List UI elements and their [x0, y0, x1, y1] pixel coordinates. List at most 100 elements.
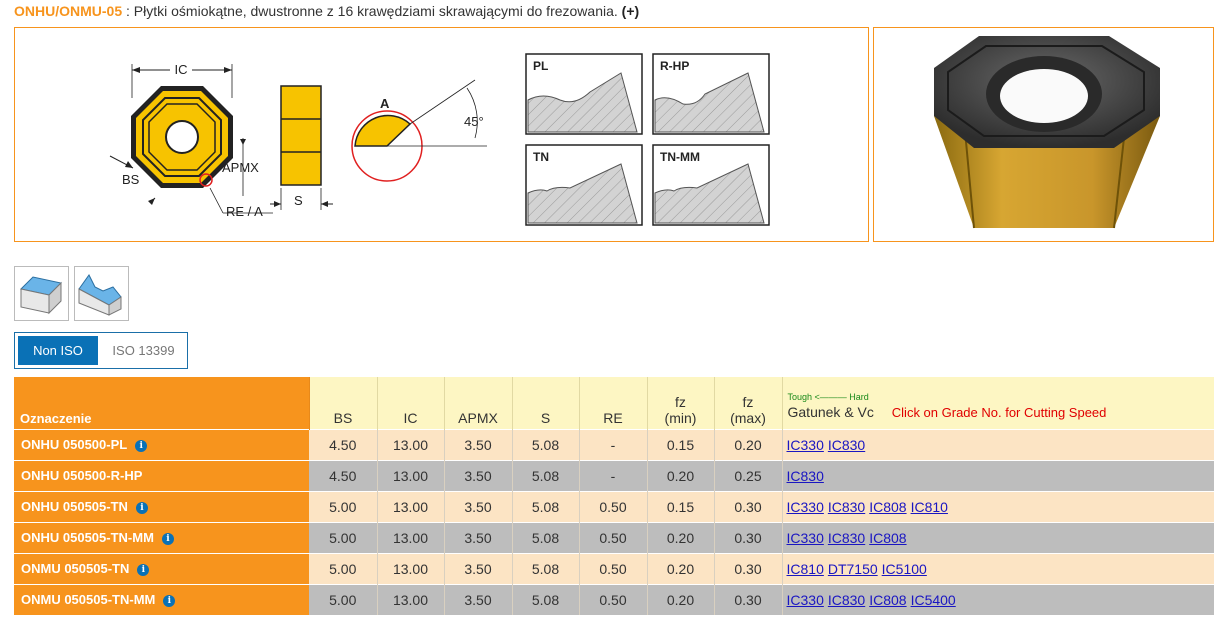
col-header-name: Oznaczenie — [14, 377, 310, 429]
col-header-ic: IC — [377, 377, 445, 429]
grade-link[interactable]: IC830 — [827, 498, 866, 515]
info-icon[interactable]: i — [135, 440, 148, 452]
grade-link[interactable]: IC330 — [786, 498, 824, 515]
grade-link[interactable]: IC830 — [827, 529, 866, 546]
tab-non-iso[interactable]: Non ISO — [18, 336, 98, 365]
cell-ic: 13.00 — [377, 459, 445, 491]
cell-fzmin: 0.15 — [647, 428, 715, 460]
grade-link[interactable]: IC808 — [869, 591, 907, 608]
grade-vc-label: Gatunek & Vc — [787, 404, 874, 420]
grade-links-cell: IC330 IC830 — [782, 428, 1214, 460]
cell-fzmin: 0.15 — [647, 490, 715, 522]
grade-link[interactable]: IC808 — [869, 498, 907, 515]
title-separator: : — [122, 3, 134, 19]
col-header-re: RE — [579, 377, 648, 429]
grade-link[interactable]: IC830 — [827, 436, 866, 453]
bs-label: BS — [122, 172, 140, 187]
col-header-grade: Tough <——— Hard Gatunek & Vc Click on Gr… — [782, 377, 1214, 429]
cell-fzmax: 0.30 — [714, 552, 783, 584]
insert-table: Oznaczenie BS IC APMX S RE fz (min) fz (… — [14, 377, 1214, 615]
col-header-apmx: APMX — [444, 377, 513, 429]
cell-ic: 13.00 — [377, 428, 445, 460]
cell-fzmax: 0.30 — [714, 583, 783, 615]
grade-link[interactable]: IC808 — [869, 529, 907, 546]
table-row: ONHU 050500-R-HP 4.50 13.00 3.50 5.08-0.20 0.… — [14, 459, 1214, 491]
thumbnail-chipbreaker-insert[interactable] — [74, 266, 129, 321]
cell-bs: 4.50 — [309, 428, 378, 460]
profile-pl-label: PL — [533, 59, 548, 73]
col-header-fz-max: fz (max) — [714, 377, 783, 429]
cell-apmx: 3.50 — [444, 428, 513, 460]
grade-link[interactable]: IC5400 — [910, 591, 956, 608]
cell-apmx: 3.50 — [444, 552, 513, 584]
cell-ic: 13.00 — [377, 583, 445, 615]
expand-plus-button[interactable]: (+) — [621, 3, 640, 19]
fz-max-suffix: (max) — [730, 409, 766, 426]
grade-link[interactable]: IC330 — [786, 591, 824, 608]
insert-designation-cell: ONHU 050505-TN-MM i — [14, 521, 309, 553]
info-icon[interactable]: i — [161, 533, 174, 545]
ic-label: IC — [175, 62, 188, 77]
cell-re: 0.50 — [579, 521, 648, 553]
col-header-s: S — [512, 377, 580, 429]
table-header-row: Oznaczenie BS IC APMX S RE fz (min) fz (… — [14, 377, 1214, 429]
cell-ic: 13.00 — [377, 490, 445, 522]
insert-designation: ONHU 050500-R-HP — [21, 468, 143, 483]
insert-designation-cell: ONMU 050505-TN-MM i — [14, 583, 309, 615]
cell-s: 5.08 — [512, 459, 580, 491]
thumbnail-flat-insert[interactable] — [14, 266, 69, 321]
insert-designation-cell: ONHU 050500-PL i — [14, 428, 309, 460]
insert-designation: ONHU 050505-TN-MM — [21, 530, 154, 545]
info-icon[interactable]: i — [135, 502, 148, 514]
insert-designation-cell: ONMU 050505-TN i — [14, 552, 309, 584]
s-label: S — [294, 193, 303, 208]
grade-link[interactable]: IC830 — [827, 591, 866, 608]
tab-iso-13399[interactable]: ISO 13399 — [112, 343, 175, 358]
info-icon[interactable]: i — [137, 564, 150, 576]
cell-re: - — [579, 459, 648, 491]
grade-link[interactable]: IC810 — [786, 560, 824, 577]
cell-s: 5.08 — [512, 583, 580, 615]
grade-links-cell: IC330 IC830 IC808 — [782, 521, 1214, 553]
cell-fzmax: 0.20 — [714, 428, 783, 460]
insert-designation: ONHU 050505-TN — [21, 499, 128, 514]
grade-link[interactable]: IC810 — [910, 498, 948, 515]
angle-label: 45° — [464, 114, 484, 129]
profile-r-hp: R-HP — [652, 53, 770, 135]
cutting-speed-hint: Click on Grade No. for Cutting Speed — [891, 405, 1107, 420]
cell-bs: 5.00 — [309, 521, 378, 553]
product-photo-panel — [873, 27, 1214, 242]
grade-link[interactable]: IC330 — [786, 436, 824, 453]
table-row: ONHU 050505-TN i 5.00 13.00 3.50 5.08 0.50 0.15… — [14, 490, 1214, 522]
col-header-fz-min: fz (min) — [647, 377, 715, 429]
profile-tn-mm: TN-MM — [652, 144, 770, 226]
apmx-label: APMX — [222, 160, 259, 175]
cell-bs: 5.00 — [309, 552, 378, 584]
fz-max-label: fz — [742, 393, 754, 410]
grade-link[interactable]: IC5100 — [881, 560, 927, 577]
cell-fzmin: 0.20 — [647, 521, 715, 553]
cell-re: 0.50 — [579, 583, 648, 615]
cell-apmx: 3.50 — [444, 490, 513, 522]
info-icon[interactable]: i — [163, 595, 176, 608]
profile-pl: PL — [525, 53, 643, 135]
cell-apmx: 3.50 — [444, 459, 513, 491]
fz-min-label: fz — [675, 393, 686, 410]
table-row: ONHU 050505-TN-MM i 5.00 13.00 3.50 5.08 0.50 0… — [14, 521, 1214, 553]
grade-link[interactable]: IC830 — [786, 467, 824, 484]
cell-re: 0.50 — [579, 552, 648, 584]
a-label: A — [380, 96, 390, 111]
table-row: ONMU 050505-TN i 5.00 13.00 3.50 5.08 0.50 0.20… — [14, 552, 1214, 584]
grade-link[interactable]: DT7150 — [827, 560, 878, 577]
cell-s: 5.08 — [512, 552, 580, 584]
flat-insert-icon — [19, 276, 63, 315]
fz-min-suffix: (min) — [664, 409, 697, 426]
insert-designation: ONMU 050505-TN-MM — [21, 592, 156, 608]
grade-link[interactable]: IC330 — [786, 529, 824, 546]
insert-designation-cell: ONHU 050500-R-HP — [14, 459, 309, 491]
insert-designation: ONHU 050500-PL — [21, 437, 128, 452]
insert-dimension-drawing: IC BS APMX RE / A S A — [109, 53, 770, 226]
cell-bs: 4.50 — [309, 459, 378, 491]
insert-designation: ONMU 050505-TN — [21, 561, 130, 576]
grade-links-cell: IC810 DT7150 IC5100 — [782, 552, 1214, 584]
